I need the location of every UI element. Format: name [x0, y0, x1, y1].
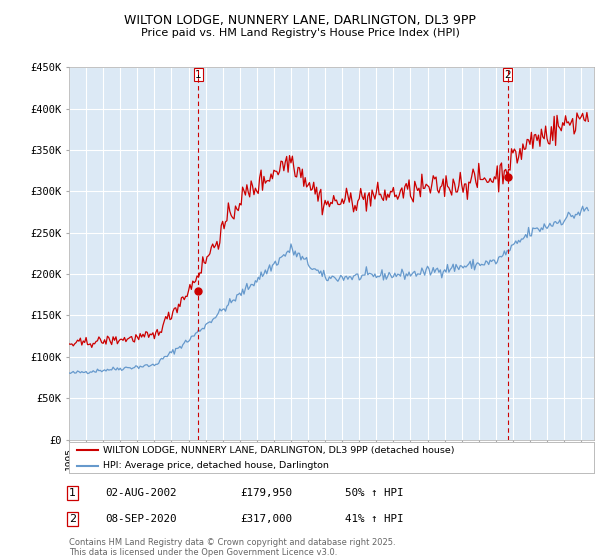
Text: Contains HM Land Registry data © Crown copyright and database right 2025.
This d: Contains HM Land Registry data © Crown c…: [69, 538, 395, 557]
Text: 02-AUG-2002: 02-AUG-2002: [105, 488, 176, 498]
Text: WILTON LODGE, NUNNERY LANE, DARLINGTON, DL3 9PP: WILTON LODGE, NUNNERY LANE, DARLINGTON, …: [124, 14, 476, 27]
Text: 50% ↑ HPI: 50% ↑ HPI: [345, 488, 404, 498]
Text: 1: 1: [195, 69, 202, 80]
Text: Price paid vs. HM Land Registry's House Price Index (HPI): Price paid vs. HM Land Registry's House …: [140, 28, 460, 38]
Text: £317,000: £317,000: [240, 514, 292, 524]
Text: 1: 1: [69, 488, 76, 498]
Text: 2: 2: [504, 69, 511, 80]
Text: £179,950: £179,950: [240, 488, 292, 498]
Text: 08-SEP-2020: 08-SEP-2020: [105, 514, 176, 524]
Text: 41% ↑ HPI: 41% ↑ HPI: [345, 514, 404, 524]
Text: HPI: Average price, detached house, Darlington: HPI: Average price, detached house, Darl…: [103, 461, 329, 470]
Text: 2: 2: [69, 514, 76, 524]
Text: WILTON LODGE, NUNNERY LANE, DARLINGTON, DL3 9PP (detached house): WILTON LODGE, NUNNERY LANE, DARLINGTON, …: [103, 446, 455, 455]
